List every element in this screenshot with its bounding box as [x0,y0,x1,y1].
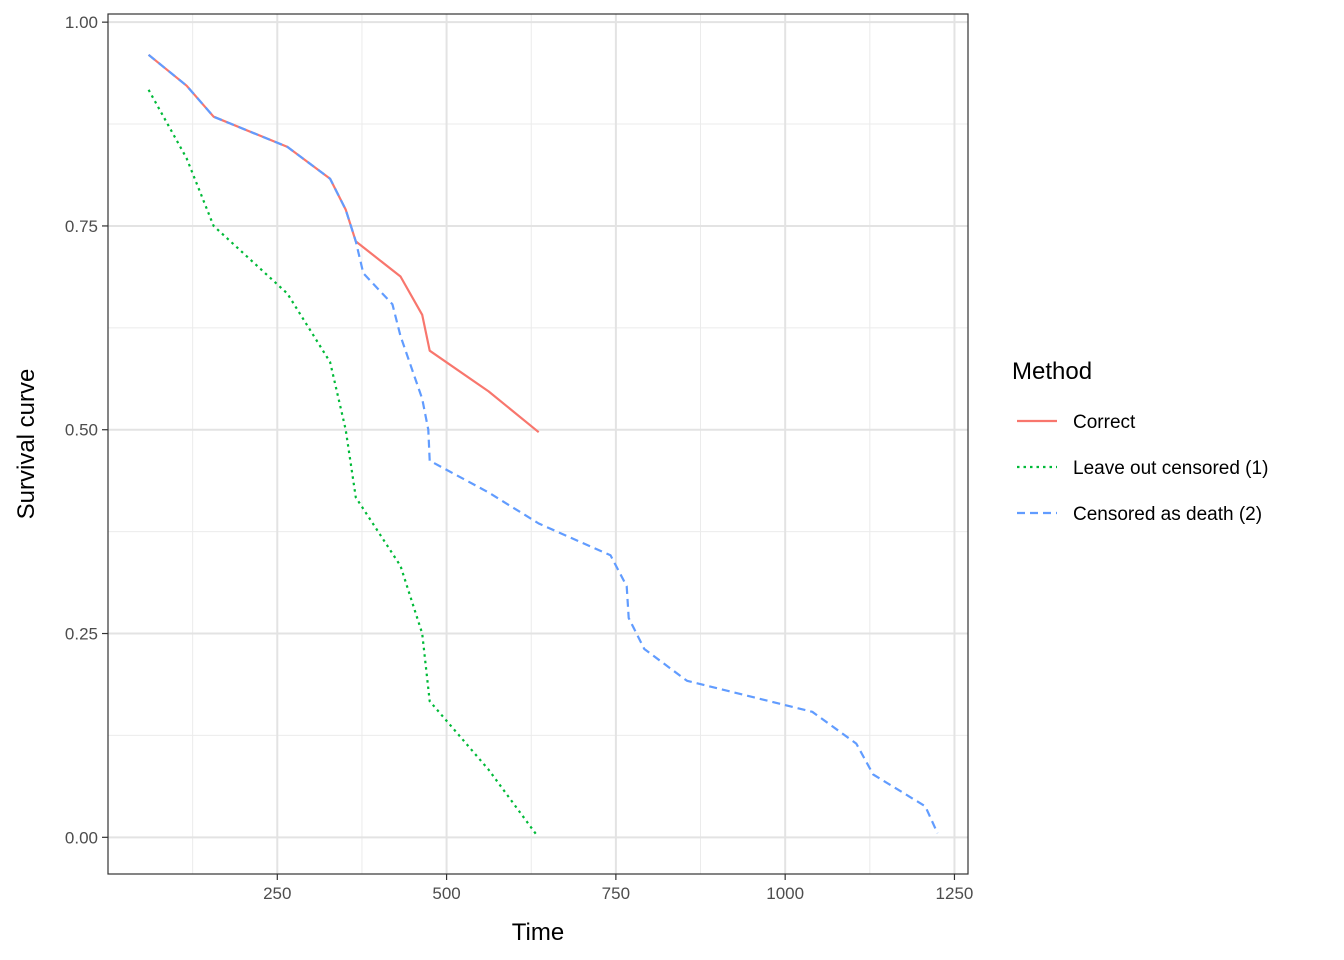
y-axis-title: Survival curve [13,369,40,520]
x-tick-label: 500 [432,884,460,903]
legend-label-1: Correct [1073,412,1136,433]
series-line-2 [147,89,538,836]
legend-title: Method [1012,358,1092,385]
legend: Method Correct Leave out censored (1) Cens… [1012,358,1268,525]
x-tick-label: 1250 [936,884,974,903]
y-tick-label: 0.00 [65,828,98,847]
y-tick-label: 0.75 [65,217,98,236]
x-axis-title: Time [512,919,564,946]
y-tick-label: 0.25 [65,625,98,644]
x-tick-label: 750 [602,884,630,903]
series-line-3 [147,53,939,834]
legend-label-2: Leave out censored (1) [1073,458,1268,479]
legend-label-3: Censored as death (2) [1073,504,1262,525]
axes: 250 500 750 1000 1250 0.00 0.25 0.50 0.75 1.00 [65,13,973,903]
x-tick-label: 1000 [766,884,804,903]
y-tick-label: 0.50 [65,421,98,440]
panel-border [107,13,969,875]
series-lines [147,53,939,836]
grid-lines [108,14,968,874]
y-tick-label: 1.00 [65,13,98,32]
x-tick-label: 250 [263,884,291,903]
